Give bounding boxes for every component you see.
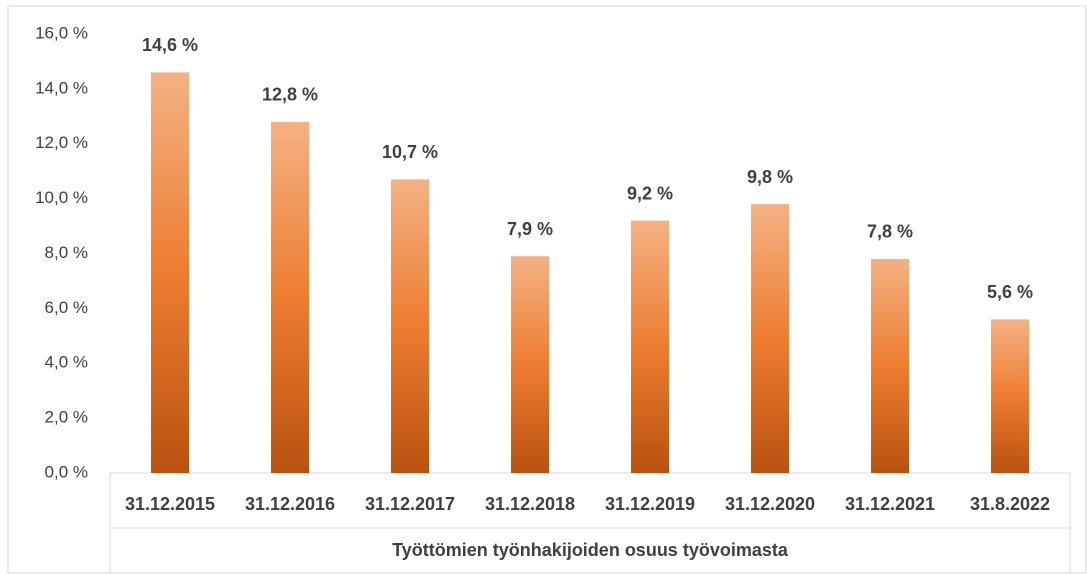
y-tick-label: 16,0 % <box>35 23 88 42</box>
value-label: 7,8 % <box>867 222 913 242</box>
x-tick-label: 31.12.2018 <box>485 494 575 514</box>
value-label: 9,2 % <box>627 183 673 203</box>
bar <box>871 258 909 473</box>
bar <box>151 72 189 473</box>
y-tick-label: 6,0 % <box>45 298 88 317</box>
value-label: 10,7 % <box>382 142 438 162</box>
bar <box>991 319 1029 473</box>
value-label: 14,6 % <box>142 35 198 55</box>
y-tick-label: 10,0 % <box>35 188 88 207</box>
value-label: 12,8 % <box>262 85 318 105</box>
x-tick-label: 31.12.2017 <box>365 494 455 514</box>
y-tick-label: 12,0 % <box>35 133 88 152</box>
x-tick-label: 31.12.2016 <box>245 494 335 514</box>
bar <box>391 179 429 473</box>
bar <box>511 256 549 473</box>
y-tick-label: 2,0 % <box>45 408 88 427</box>
y-tick-label: 14,0 % <box>35 78 88 97</box>
y-tick-label: 4,0 % <box>45 353 88 372</box>
x-tick-label: 31.12.2015 <box>125 494 215 514</box>
bar <box>631 220 669 473</box>
x-tick-label: 31.8.2022 <box>970 494 1050 514</box>
value-label: 7,9 % <box>507 219 553 239</box>
y-tick-label: 0,0 % <box>45 462 88 481</box>
value-label: 9,8 % <box>747 167 793 187</box>
y-tick-label: 8,0 % <box>45 243 88 262</box>
bar <box>751 204 789 474</box>
x-tick-label: 31.12.2019 <box>605 494 695 514</box>
chart-border <box>7 5 1087 574</box>
x-tick-label: 31.12.2021 <box>845 494 935 514</box>
x-axis-title: Työttömien työnhakijoiden osuus työvoima… <box>392 540 789 560</box>
value-label: 5,6 % <box>987 282 1033 302</box>
bar <box>271 121 309 474</box>
x-tick-label: 31.12.2020 <box>725 494 815 514</box>
